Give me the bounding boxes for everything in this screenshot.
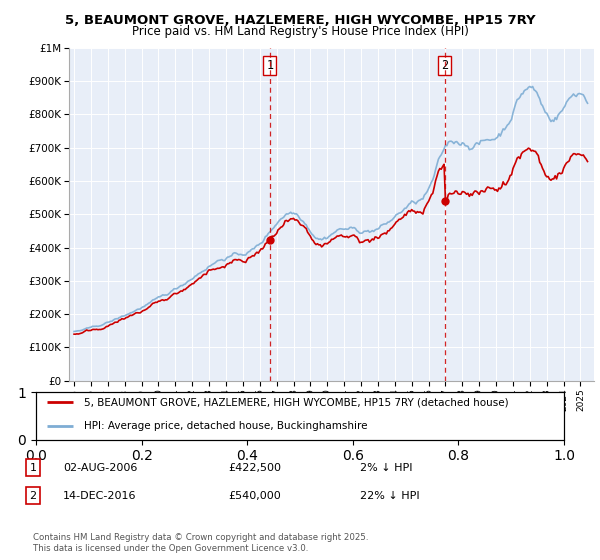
Text: £422,500: £422,500 [228, 463, 281, 473]
Text: 1: 1 [266, 59, 274, 72]
Text: Price paid vs. HM Land Registry's House Price Index (HPI): Price paid vs. HM Land Registry's House … [131, 25, 469, 38]
Text: 02-AUG-2006: 02-AUG-2006 [63, 463, 137, 473]
Text: 1: 1 [29, 463, 37, 473]
Text: 2: 2 [29, 491, 37, 501]
Text: HPI: Average price, detached house, Buckinghamshire: HPI: Average price, detached house, Buck… [83, 421, 367, 431]
Text: 5, BEAUMONT GROVE, HAZLEMERE, HIGH WYCOMBE, HP15 7RY: 5, BEAUMONT GROVE, HAZLEMERE, HIGH WYCOM… [65, 14, 535, 27]
Text: 22% ↓ HPI: 22% ↓ HPI [360, 491, 419, 501]
Text: 5, BEAUMONT GROVE, HAZLEMERE, HIGH WYCOMBE, HP15 7RY (detached house): 5, BEAUMONT GROVE, HAZLEMERE, HIGH WYCOM… [83, 398, 508, 408]
Text: £540,000: £540,000 [228, 491, 281, 501]
Text: 2% ↓ HPI: 2% ↓ HPI [360, 463, 413, 473]
Text: 14-DEC-2016: 14-DEC-2016 [63, 491, 137, 501]
Text: 2: 2 [441, 59, 448, 72]
Text: Contains HM Land Registry data © Crown copyright and database right 2025.
This d: Contains HM Land Registry data © Crown c… [33, 533, 368, 553]
